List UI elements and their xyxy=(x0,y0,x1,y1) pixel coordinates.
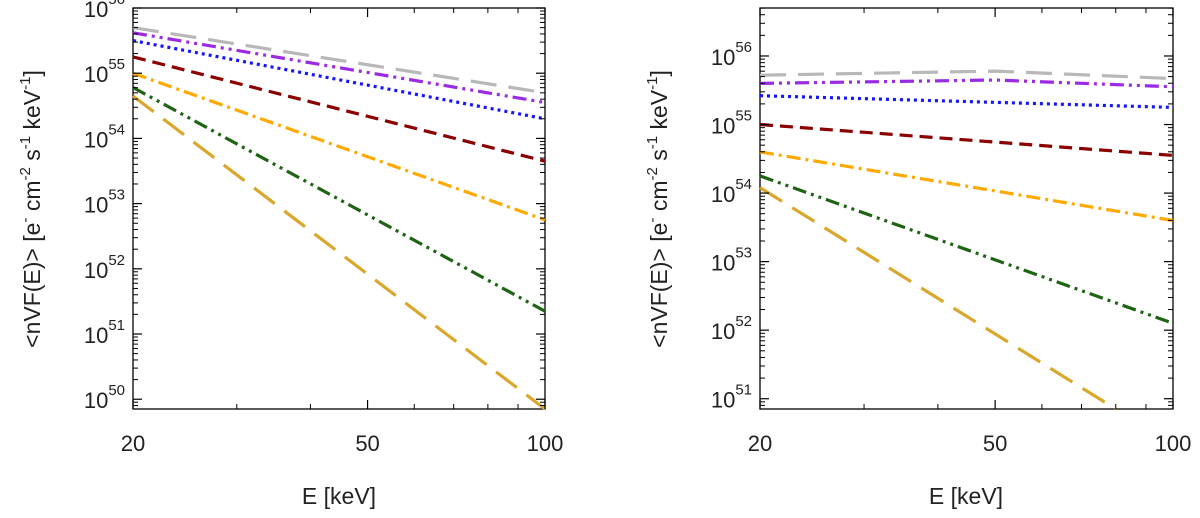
right-ylabel-s: s xyxy=(646,149,672,167)
left-tick-group: 10501051105210531054105510562050100 xyxy=(84,0,564,456)
right-ylabel-cm: cm xyxy=(646,181,672,218)
right-xtick-label: 20 xyxy=(748,431,772,456)
left-ytick-exp: 51 xyxy=(108,317,125,334)
left-x-axis-label: E [keV] xyxy=(302,483,376,509)
left-ytick-base: 10 xyxy=(84,258,108,283)
right-ylabel-sup-minus: - xyxy=(644,218,661,223)
right-series-goldenrod-longdash xyxy=(759,186,1117,411)
right-ylabel-kev: keV xyxy=(646,89,672,136)
left-ytick-exp: 52 xyxy=(108,252,125,269)
left-ytick-base: 10 xyxy=(84,62,108,87)
left-xtick-label: 100 xyxy=(527,431,564,456)
left-ylabel-sup-minus: - xyxy=(17,218,34,223)
right-ytick-label: 1052 xyxy=(711,313,752,344)
left-xtick-label: 20 xyxy=(121,431,145,456)
right-ytick-exp: 53 xyxy=(735,245,752,262)
right-x-axis-label: E [keV] xyxy=(929,483,1003,509)
right-ylabel-sup-kev: -1 xyxy=(644,77,661,90)
right-ytick-base: 10 xyxy=(711,319,735,344)
right-ytick-base: 10 xyxy=(711,182,735,207)
right-ylabel-prefix: <nVF(E)> [e xyxy=(646,223,672,348)
right-series-orange-dashdot xyxy=(759,150,1174,223)
left-ytick-exp: 54 xyxy=(108,121,125,138)
left-ytick-exp: 56 xyxy=(108,0,125,8)
left-ytick-exp: 55 xyxy=(108,56,125,73)
right-ylabel-close: ] xyxy=(646,70,672,76)
left-ylabel-sup-kev: -1 xyxy=(17,77,34,90)
right-ytick-exp: 51 xyxy=(735,382,752,399)
right-series-gray-longdash xyxy=(759,69,1174,81)
right-ytick-exp: 54 xyxy=(735,176,752,193)
right-ylabel-sup-s: -1 xyxy=(644,136,661,149)
left-ylabel-sup-cm: -2 xyxy=(17,167,34,180)
left-ytick-label: 1051 xyxy=(84,317,125,348)
left-ytick-label: 1052 xyxy=(84,252,125,283)
left-ytick-label: 1055 xyxy=(84,56,125,87)
right-series-darkred-dash xyxy=(759,122,1174,157)
right-ytick-label: 1053 xyxy=(711,245,752,276)
left-ylabel-s: s xyxy=(19,149,45,167)
right-ytick-exp: 55 xyxy=(735,108,752,125)
left-ytick-base: 10 xyxy=(84,388,108,413)
right-series-group xyxy=(759,69,1174,411)
left-ytick-base: 10 xyxy=(84,193,108,218)
right-xtick-label: 50 xyxy=(983,431,1007,456)
left-series-darkred-dash xyxy=(132,55,546,163)
left-ytick-label: 1053 xyxy=(84,187,125,218)
right-y-axis-label: <nVF(E)> [e- cm-2 s-1 keV-1] xyxy=(644,70,672,348)
right-xtick-label: 100 xyxy=(1155,431,1192,456)
right-series-green-dashdotdot xyxy=(759,174,1174,325)
right-ytick-exp: 52 xyxy=(735,313,752,330)
right-ytick-label: 1054 xyxy=(711,176,752,207)
right-ytick-base: 10 xyxy=(711,114,735,139)
left-series-blue-dotted xyxy=(132,39,546,121)
left-series-gray-longdash xyxy=(132,26,546,95)
right-ytick-label: 1051 xyxy=(711,382,752,413)
left-ytick-label: 1054 xyxy=(84,121,125,152)
left-series-green-dashdotdot xyxy=(132,86,546,313)
right-series-purple-dashdotdot xyxy=(759,78,1174,89)
left-ylabel-kev: keV xyxy=(19,89,45,136)
left-xtick-label: 50 xyxy=(355,431,379,456)
right-ytick-exp: 56 xyxy=(735,39,752,56)
right-ytick-base: 10 xyxy=(711,45,735,70)
left-ytick-base: 10 xyxy=(84,127,108,152)
left-series-goldenrod-longdash xyxy=(132,94,546,411)
right-ytick-base: 10 xyxy=(711,388,735,413)
left-ytick-label: 1056 xyxy=(84,0,125,22)
left-ytick-exp: 53 xyxy=(108,187,125,204)
left-series-purple-dashdotdot xyxy=(132,31,546,105)
right-ylabel-sup-cm: -2 xyxy=(644,167,661,180)
left-series-orange-dashdot xyxy=(132,71,546,222)
left-ytick-base: 10 xyxy=(84,323,108,348)
right-series-blue-dotted xyxy=(759,94,1174,109)
right-ytick-label: 1055 xyxy=(711,108,752,139)
left-y-axis-label: <nVF(E)> [e- cm-2 s-1 keV-1] xyxy=(17,70,45,348)
left-ylabel-sup-s: -1 xyxy=(17,136,34,149)
left-ytick-exp: 50 xyxy=(108,382,125,399)
left-chart-panel: 10501051105210531054105510562050100 E [k… xyxy=(17,0,563,509)
right-ytick-base: 10 xyxy=(711,251,735,276)
right-plot-frame xyxy=(759,7,1174,410)
left-ylabel-close: ] xyxy=(19,70,45,76)
left-ylabel-prefix: <nVF(E)> [e xyxy=(19,223,45,348)
left-ytick-label: 1050 xyxy=(84,382,125,413)
right-ytick-label: 1056 xyxy=(711,39,752,70)
left-ylabel-cm: cm xyxy=(19,181,45,218)
left-plot-frame xyxy=(132,7,546,410)
left-series-group xyxy=(132,26,546,411)
left-ytick-base: 10 xyxy=(84,0,108,22)
